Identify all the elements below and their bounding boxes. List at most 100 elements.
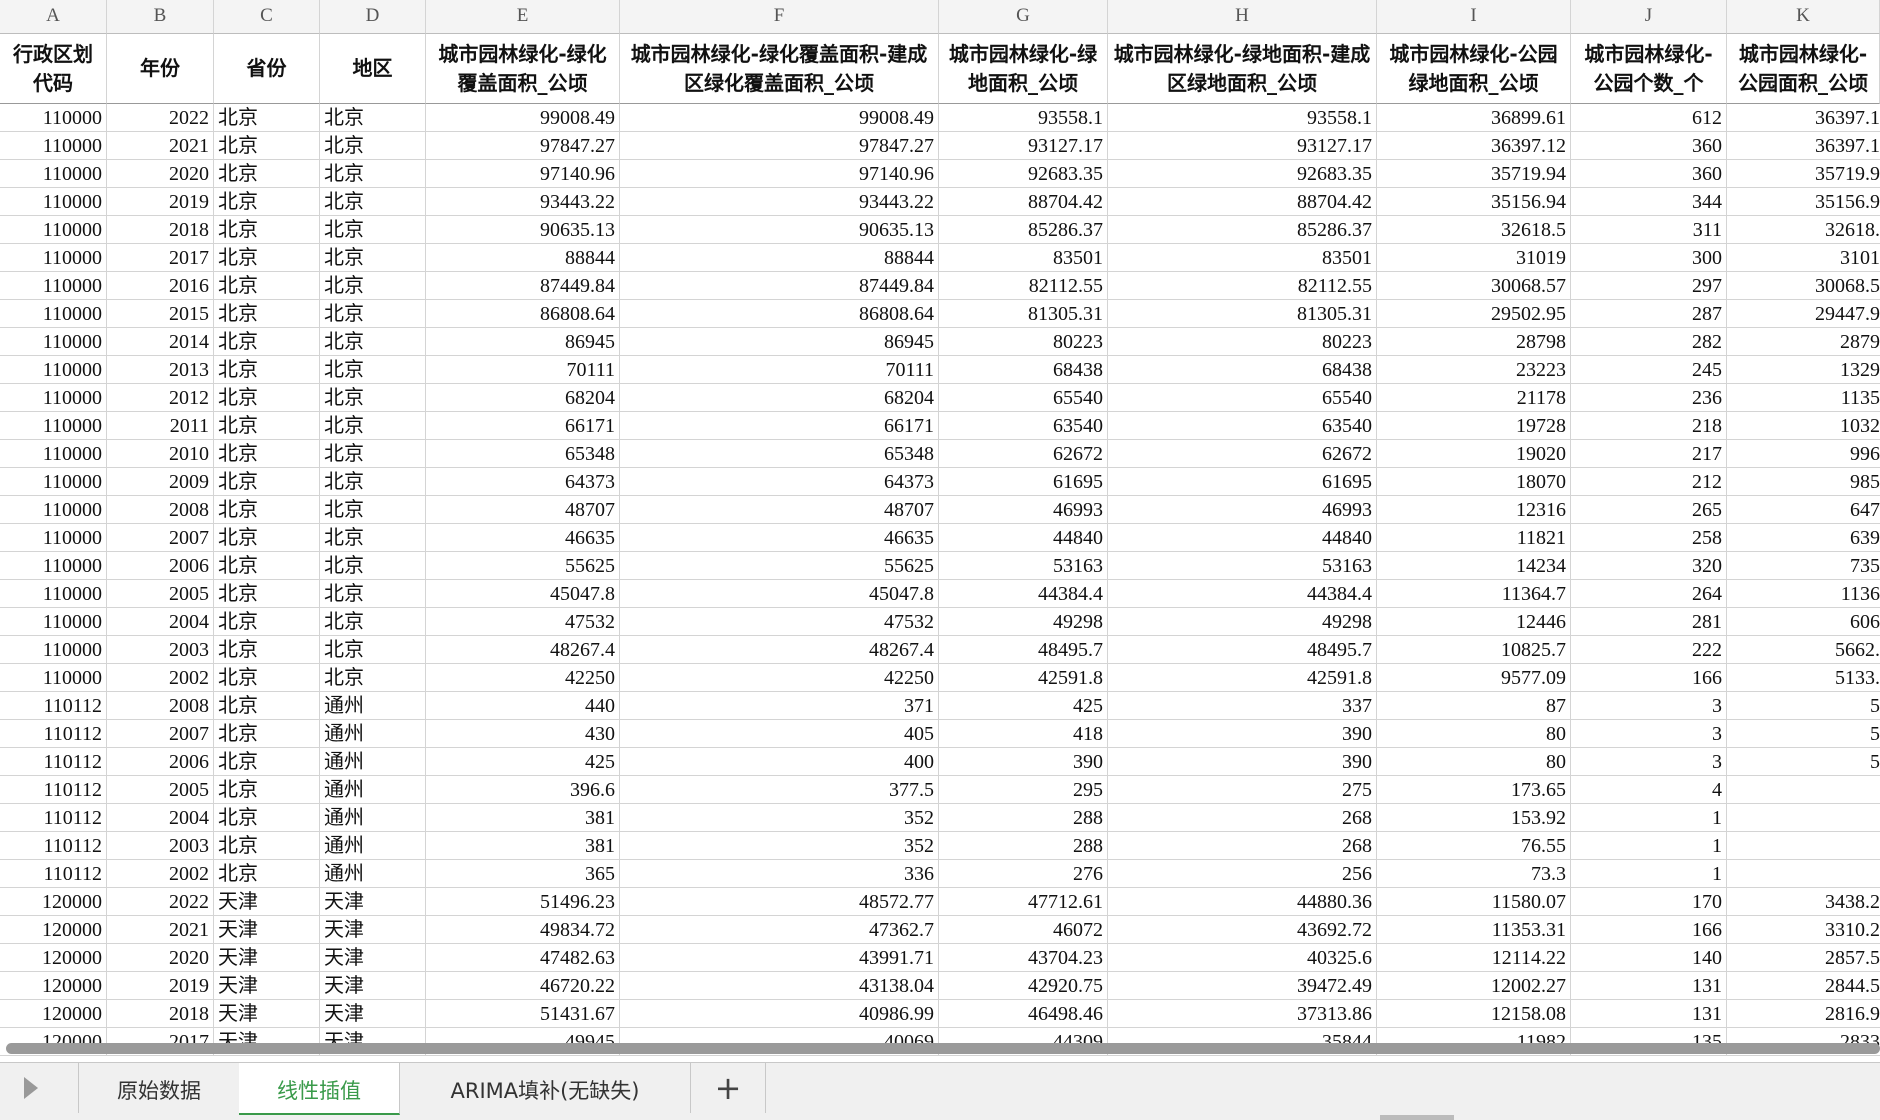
cell: 300	[1571, 244, 1727, 272]
cell: 396.6	[426, 776, 620, 804]
cell: 381	[426, 804, 620, 832]
cell: 245	[1571, 356, 1727, 384]
cell: 268	[1108, 832, 1377, 860]
cell: 30068.57	[1377, 272, 1571, 300]
cell: 80223	[939, 328, 1108, 356]
header-cell: 城市园林绿化-公园面积_公顷	[1727, 34, 1880, 104]
cell: 371	[620, 692, 939, 720]
cell: 1	[1571, 832, 1727, 860]
cell: 53163	[939, 552, 1108, 580]
cell: 北京	[214, 832, 320, 860]
cell: 2006	[107, 552, 214, 580]
cell: 30068.5	[1727, 272, 1880, 300]
cell: 218	[1571, 412, 1727, 440]
cell: 天津	[320, 916, 426, 944]
tab-nav[interactable]	[24, 1077, 38, 1099]
cell: 70111	[426, 356, 620, 384]
cell: 10825.7	[1377, 636, 1571, 664]
cell: 131	[1571, 972, 1727, 1000]
cell: 90635.13	[620, 216, 939, 244]
cell: 46720.22	[426, 972, 620, 1000]
cell: 418	[939, 720, 1108, 748]
cell: 612	[1571, 104, 1727, 132]
cell: 287	[1571, 300, 1727, 328]
cell: 北京	[214, 272, 320, 300]
cell: 北京	[320, 440, 426, 468]
cell: 73.3	[1377, 860, 1571, 888]
cell: 北京	[320, 356, 426, 384]
cell: 276	[939, 860, 1108, 888]
cell: 275	[1108, 776, 1377, 804]
scrollbar[interactable]	[6, 1043, 1880, 1054]
cell: 北京	[214, 216, 320, 244]
cell: 北京	[320, 412, 426, 440]
cell: 5	[1727, 692, 1880, 720]
cell: 110000	[0, 608, 107, 636]
cell: 北京	[214, 300, 320, 328]
cell: 2015	[107, 300, 214, 328]
cell: 120000	[0, 944, 107, 972]
cell: 2002	[107, 664, 214, 692]
cell: 44384.4	[1108, 580, 1377, 608]
add-sheet[interactable]: +	[691, 1063, 766, 1113]
cell: 68204	[620, 384, 939, 412]
cell: 110000	[0, 272, 107, 300]
cell: 天津	[320, 972, 426, 1000]
header-cell: 地区	[320, 34, 426, 104]
cell: 606	[1727, 608, 1880, 636]
cell: 87449.84	[426, 272, 620, 300]
sheet-tab-active[interactable]: 线性插值	[239, 1063, 400, 1115]
cell: 北京	[214, 188, 320, 216]
cell: 81305.31	[1108, 300, 1377, 328]
cell: 86945	[620, 328, 939, 356]
cell: 51496.23	[426, 888, 620, 916]
cell: 2004	[107, 804, 214, 832]
cell: 62672	[1108, 440, 1377, 468]
cell	[1727, 776, 1880, 804]
cell: 55625	[426, 552, 620, 580]
sheet-tab[interactable]: 原始数据	[78, 1063, 240, 1113]
cell: 北京	[214, 860, 320, 888]
cell: 12114.22	[1377, 944, 1571, 972]
cell: 120000	[0, 916, 107, 944]
header-cell: 行政区划代码	[0, 34, 107, 104]
cell: 44384.4	[939, 580, 1108, 608]
cell: 19020	[1377, 440, 1571, 468]
cell: 37313.86	[1108, 1000, 1377, 1028]
cell: 2008	[107, 496, 214, 524]
header-text: 城市园林绿化-公园绿地面积_公顷	[1389, 41, 1558, 95]
cell: 北京	[320, 272, 426, 300]
cell: 32618.5	[1377, 216, 1571, 244]
cell: 14234	[1377, 552, 1571, 580]
cell: 5	[1727, 748, 1880, 776]
cell: 120000	[0, 972, 107, 1000]
sheet-tab[interactable]: ARIMA填补(无缺失)	[400, 1063, 691, 1113]
cell: 通州	[320, 692, 426, 720]
cell: 48707	[426, 496, 620, 524]
cell: 110112	[0, 720, 107, 748]
cell: 42591.8	[939, 664, 1108, 692]
cell: 北京	[214, 412, 320, 440]
cell: 110000	[0, 496, 107, 524]
cell: 80	[1377, 748, 1571, 776]
cell: 92683.35	[939, 160, 1108, 188]
cell: 352	[620, 832, 939, 860]
cell: 222	[1571, 636, 1727, 664]
cell: 48495.7	[939, 636, 1108, 664]
cell: 61695	[1108, 468, 1377, 496]
cell: 2017	[107, 244, 214, 272]
cell: 2002	[107, 860, 214, 888]
cell: 42920.75	[939, 972, 1108, 1000]
cell: 46635	[620, 524, 939, 552]
cell: 256	[1108, 860, 1377, 888]
cell: 北京	[214, 776, 320, 804]
header-text: 省份	[246, 56, 287, 80]
cell: 425	[426, 748, 620, 776]
h-scroll-thumb[interactable]	[1380, 1115, 1454, 1120]
cell: 65540	[939, 384, 1108, 412]
cell: 336	[620, 860, 939, 888]
cell: 2006	[107, 748, 214, 776]
cell: 81305.31	[939, 300, 1108, 328]
cell: 1032	[1727, 412, 1880, 440]
cell: 110112	[0, 692, 107, 720]
